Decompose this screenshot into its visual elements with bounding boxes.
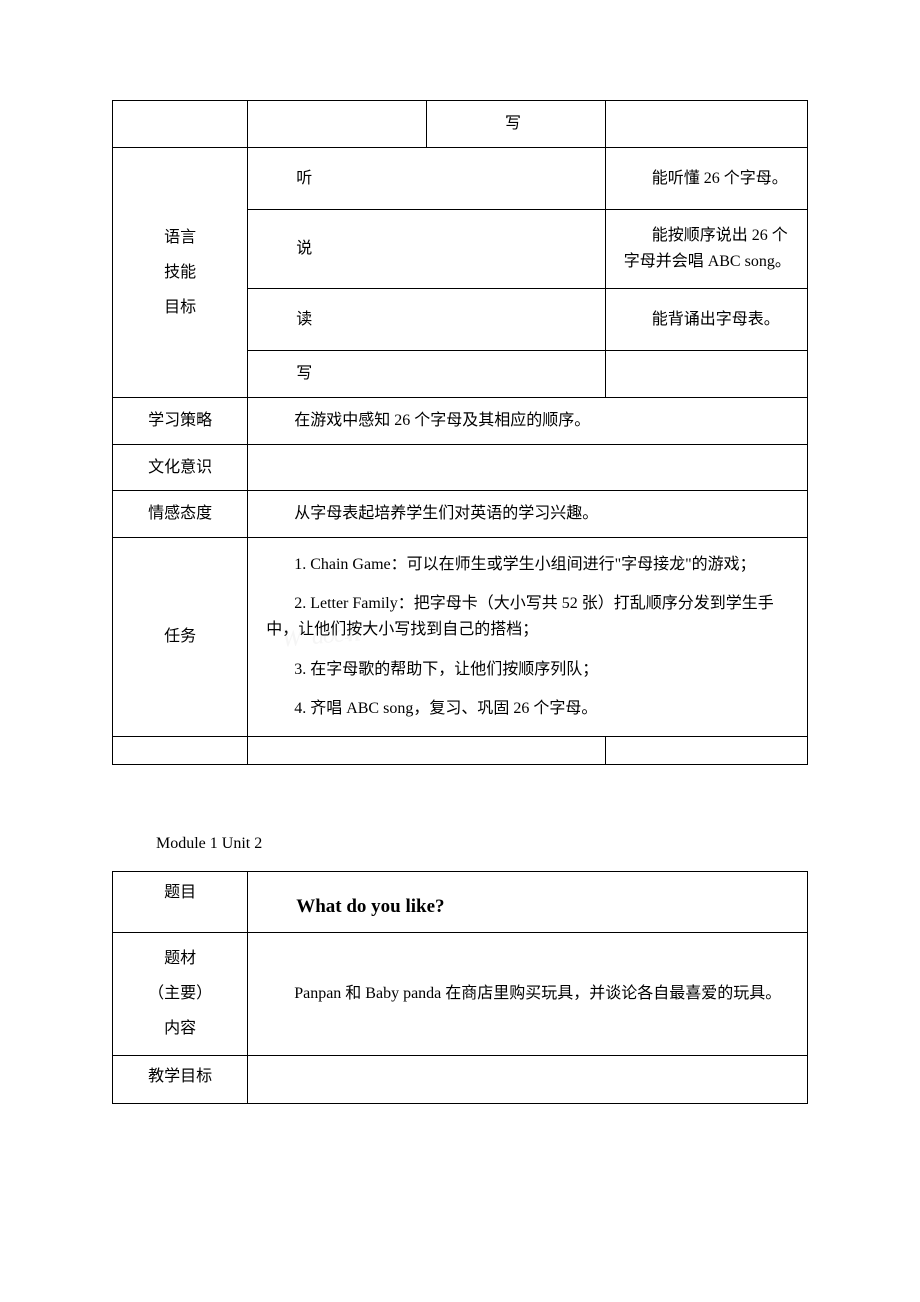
read-label: 读 — [248, 288, 606, 351]
content-text: 从字母表起培养学生们对英语的学习兴趣。 — [266, 501, 801, 527]
content-text: 能听懂 26 个字母。 — [624, 166, 801, 192]
title-label: 题目 — [113, 871, 248, 932]
label-line: （主要） — [119, 976, 241, 1011]
table-row: 任务 1. Chain Game：可以在师生或学生小组间进行"字母接龙"的游戏；… — [113, 537, 808, 736]
title-content: What do you like? — [248, 871, 808, 932]
task-label: 任务 — [113, 537, 248, 736]
lesson-plan-table-1: 写 语言 技能 目标 听 能听懂 26 个字母。 说 能按顺序说出 26 个字母… — [112, 100, 808, 765]
task-item: 2. Letter Family：把字母卡（大小写共 52 张）打乱顺序分发到学… — [266, 591, 789, 642]
write-label: 写 — [248, 351, 606, 398]
task-item: 3. 在字母歌的帮助下，让他们按顺序列队； — [266, 657, 789, 683]
table-row: 情感态度 从字母表起培养学生们对英语的学习兴趣。 — [113, 491, 808, 538]
culture-content-empty — [248, 444, 808, 491]
table-row: 学习策略 在游戏中感知 26 个字母及其相应的顺序。 — [113, 397, 808, 444]
table-row — [113, 736, 808, 764]
write-content-empty — [605, 351, 807, 398]
speak-label: 说 — [248, 210, 606, 289]
empty-cell — [113, 101, 248, 148]
strategy-content: 在游戏中感知 26 个字母及其相应的顺序。 — [248, 397, 808, 444]
goal-label: 教学目标 — [113, 1055, 248, 1104]
listen-content: 能听懂 26 个字母。 — [605, 147, 807, 210]
listen-label: 听 — [248, 147, 606, 210]
content-text: 在游戏中感知 26 个字母及其相应的顺序。 — [266, 408, 801, 434]
content-text: Panpan 和 Baby panda 在商店里购买玩具，并谈论各自最喜爱的玩具… — [266, 981, 801, 1007]
label-line: 题材 — [119, 941, 241, 976]
content-text: 能背诵出字母表。 — [624, 307, 801, 333]
task-item: 4. 齐唱 ABC song，复习、巩固 26 个字母。 — [266, 696, 789, 722]
empty-cell — [248, 101, 427, 148]
empty-cell — [113, 736, 248, 764]
table-row: 语言 技能 目标 听 能听懂 26 个字母。 — [113, 147, 808, 210]
goal-content-empty — [248, 1055, 808, 1104]
attitude-label: 情感态度 — [113, 491, 248, 538]
lesson-plan-table-2: 题目 What do you like? 题材 （主要） 内容 Panpan 和… — [112, 871, 808, 1105]
write-header-cell: 写 — [427, 101, 605, 148]
language-skills-label: 语言 技能 目标 — [113, 147, 248, 397]
table-row: 题目 What do you like? — [113, 871, 808, 932]
material-label: 题材 （主要） 内容 — [113, 933, 248, 1056]
material-content: Panpan 和 Baby panda 在商店里购买玩具，并谈论各自最喜爱的玩具… — [248, 933, 808, 1056]
empty-cell — [605, 736, 807, 764]
table-row: 教学目标 — [113, 1055, 808, 1104]
label-line: 技能 — [119, 255, 241, 290]
table-row: 写 — [113, 101, 808, 148]
table-row: 文化意识 — [113, 444, 808, 491]
table-row: 题材 （主要） 内容 Panpan 和 Baby panda 在商店里购买玩具，… — [113, 933, 808, 1056]
section-spacer — [112, 765, 808, 835]
culture-label: 文化意识 — [113, 444, 248, 491]
lesson-title: What do you like? — [296, 896, 444, 917]
empty-cell — [605, 101, 807, 148]
strategy-label: 学习策略 — [113, 397, 248, 444]
task-item: 1. Chain Game：可以在师生或学生小组间进行"字母接龙"的游戏； — [266, 552, 789, 578]
label-line: 目标 — [119, 290, 241, 325]
content-text: 能按顺序说出 26 个字母并会唱 ABC song。 — [624, 223, 801, 274]
module-title: Module 1 Unit 2 — [112, 835, 808, 853]
read-content: 能背诵出字母表。 — [605, 288, 807, 351]
label-line: 语言 — [119, 220, 241, 255]
speak-content: 能按顺序说出 26 个字母并会唱 ABC song。 — [605, 210, 807, 289]
label-line: 内容 — [119, 1011, 241, 1046]
task-content: 1. Chain Game：可以在师生或学生小组间进行"字母接龙"的游戏； 2.… — [248, 537, 808, 736]
empty-cell — [248, 736, 606, 764]
attitude-content: 从字母表起培养学生们对英语的学习兴趣。 — [248, 491, 808, 538]
